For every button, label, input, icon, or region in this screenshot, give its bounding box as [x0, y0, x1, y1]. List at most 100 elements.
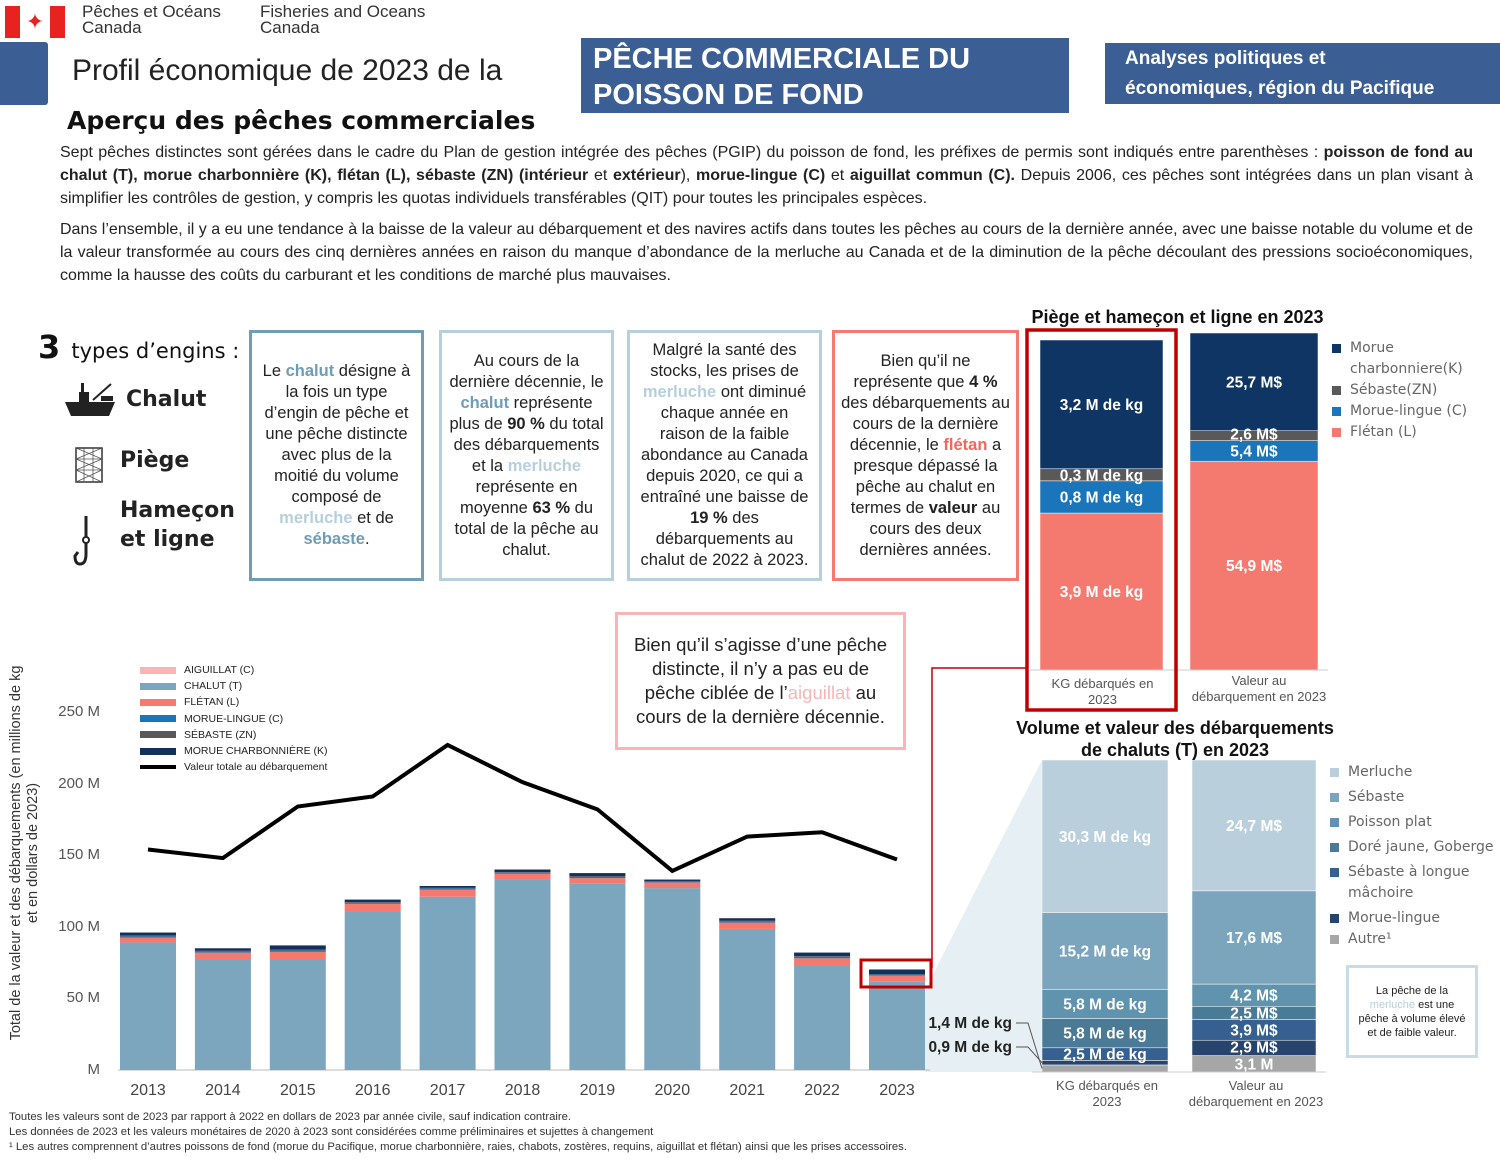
legend-label: CHALUT (T) [184, 680, 243, 693]
stacked-segment [1039, 480, 1164, 514]
legend-label: Morue charbonniere(K) [1350, 340, 1463, 377]
legend-swatch [1332, 407, 1341, 416]
text-segment: représente plus de [449, 393, 593, 433]
legend-label: MORUE CHARBONNIÈRE (K) [184, 745, 328, 758]
text-segment: Bien qu’il s’agisse d’une pêche distinct… [633, 634, 887, 703]
emphasis-text: aiguillat [787, 682, 851, 703]
bar-segment-2019 [569, 873, 626, 877]
emphasis-text: 19 % [690, 509, 728, 527]
intro-paragraph-2: Dans l’ensemble, il y a eu une tendance … [60, 218, 1473, 287]
stacked-segment [1041, 759, 1169, 913]
emphasis-text: sébaste [303, 530, 365, 548]
bar-segment-2017 [419, 888, 476, 890]
legend-item: Sébaste à longue mâchoire [1330, 862, 1495, 904]
x-label-line: KG débarqués en [1056, 1078, 1158, 1093]
legend-swatch [1330, 818, 1339, 827]
emphasis-text: merluche [1369, 998, 1416, 1011]
x-tick-label: 2018 [504, 1082, 541, 1099]
maple-leaf-icon: ✦ [25, 9, 45, 34]
text-segment: désigne à la fois un type d’engin de pêc… [264, 362, 411, 506]
legend-label: SÉBASTE (ZN) [184, 728, 257, 741]
text-segment: a presque dépassé la pêche au chalut en … [850, 435, 1002, 517]
info-box-chalut-share: Au cours de la dernière décennie, le cha… [439, 330, 614, 581]
trawl-chart-title: Volume et valeur des débarquements de cha… [985, 717, 1365, 761]
legend-item: Sébaste [1330, 787, 1495, 808]
data-label: 2,9 M$ [1230, 1039, 1278, 1056]
legend-swatch [140, 698, 176, 706]
text-segment: Depuis 2006, ces pêches sont intégrées d… [60, 167, 1474, 207]
footnote-2: Les données de 2023 et les valeurs monét… [9, 1126, 654, 1138]
legend-swatch [1330, 768, 1339, 777]
gear-count-label: types d’engins : [71, 339, 240, 363]
text-segment: des débarquements au chalut de 2022 à 20… [640, 509, 809, 569]
bar-segment-2018 [494, 879, 551, 1070]
bar-segment-2020 [644, 888, 701, 1070]
stacked-segment [1041, 1064, 1169, 1073]
bar-segment-2018 [494, 869, 551, 873]
emphasis-text: merluche [279, 509, 353, 527]
bar-segment-2014 [194, 951, 251, 953]
trawl-x-label-kg: KG débarqués en 2023 [1032, 1078, 1182, 1110]
highlight-connector-line [931, 667, 1027, 968]
stacked-segment [1041, 989, 1169, 1019]
bar-segment-2021 [719, 928, 776, 1070]
legend-swatch [140, 747, 176, 755]
bar-segment-2015 [269, 951, 326, 960]
emphasis-text: aiguillat commun (C). [849, 167, 1015, 184]
intro-paragraph-1: Sept pêches distinctes sont gérées dans … [60, 141, 1473, 210]
org-en-line1: Fisheries and Oceans [260, 2, 426, 21]
bar-segment-2022 [794, 956, 851, 959]
bar-segment-2019 [569, 876, 626, 877]
emphasis-text: valeur [928, 498, 978, 517]
bar-segment-2013 [120, 935, 176, 937]
y-axis-label: Total de la valeur et des débarquements … [8, 623, 44, 1083]
bar-segment-2013 [120, 932, 176, 936]
emphasis-text: chalut [285, 362, 335, 380]
data-label: 3,1 M [1235, 1056, 1274, 1073]
legend-morue-charbonniere: MORUE CHARBONNIÈRE (K) [140, 743, 328, 759]
x-label-line: 2023 [1092, 1094, 1122, 1109]
bar-segment-2016 [344, 902, 401, 903]
org-en-line2: Canada [260, 18, 320, 37]
legend-label: Flétan (L) [1350, 424, 1417, 440]
info-box-chalut: Le chalut désigne à la fois un type d’en… [249, 330, 424, 581]
emphasis-text: merluche [642, 383, 717, 401]
bar-segment-2015 [269, 950, 326, 952]
trap-hook-chart-title: Piège et hameçon et ligne en 2023 [1031, 307, 1324, 327]
gear-label-chalut: Chalut [126, 387, 207, 412]
data-label: 54,9 M$ [1226, 558, 1282, 575]
data-label: 3,9 M$ [1230, 1022, 1278, 1039]
trap-hook-legend: Morue charbonniere(K) Sébaste(ZN) Morue-… [1332, 338, 1492, 443]
text-segment: Malgré la santé des stocks, les prises d… [650, 341, 799, 380]
header-accent-block [0, 42, 48, 105]
bar-segment-2015 [269, 945, 326, 950]
bar-segment-2019 [569, 878, 626, 884]
bar-segment-2014 [194, 948, 251, 951]
text-segment: Sept pêches distinctes sont gérées dans … [60, 144, 1324, 161]
text-segment: et de [352, 509, 394, 527]
bar-segment-2018 [494, 872, 551, 873]
legend-label: Poisson plat [1348, 814, 1432, 830]
data-label: 0,8 M de kg [1060, 489, 1144, 506]
stacked-segment [1191, 759, 1317, 892]
x-label-line: 2023 [1088, 692, 1117, 707]
legend-label: Sébaste(ZN) [1350, 382, 1438, 398]
data-label: 4,2 M$ [1230, 988, 1278, 1005]
y-tick-label: 150 M [58, 846, 100, 864]
legend-chalut: CHALUT (T) [140, 678, 328, 694]
banner-title: PÊCHE COMMERCIALE DU POISSON DE FOND [581, 38, 1069, 113]
footnote-1: Toutes les valeurs sont de 2023 par rapp… [9, 1111, 572, 1123]
data-label: 25,7 M$ [1226, 374, 1282, 391]
legend-morue-lingue: MORUE-LINGUE (C) [140, 711, 328, 727]
fish-hook-icon [73, 516, 90, 566]
bar-segment-2022 [794, 956, 851, 957]
text-segment: Bien qu’il ne représente que [853, 351, 971, 391]
bar-segment-2021 [719, 918, 776, 921]
x-tick-label: 2023 [879, 1082, 915, 1099]
bar-segment-2016 [344, 899, 401, 903]
legend-item: Morue-lingue [1330, 908, 1495, 929]
y-tick-label: 200 M [58, 774, 100, 792]
section-heading: Aperçu des pêches commerciales [67, 106, 536, 135]
data-label: 24,7 M$ [1226, 818, 1282, 835]
